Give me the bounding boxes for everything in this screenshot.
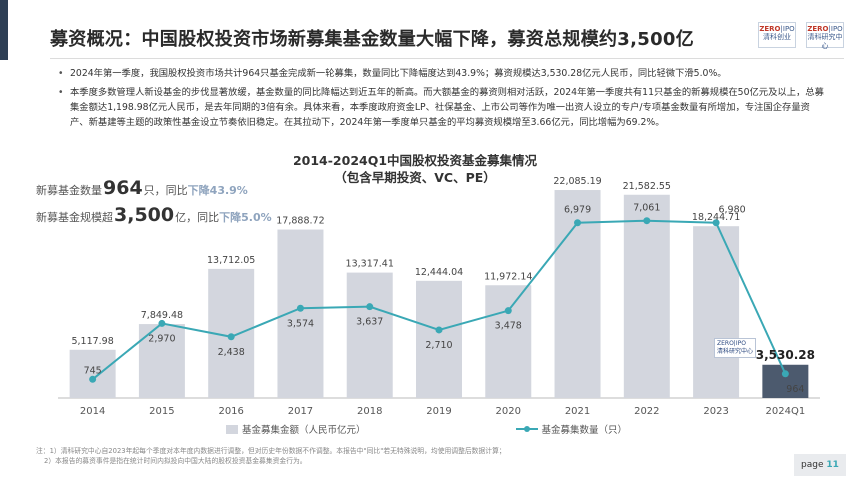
x-tick-2023: 2023	[703, 406, 728, 417]
page-title: 募资概况：中国股权投资市场新募集基金数量大幅下降，募资总规模约3,500亿	[50, 29, 695, 50]
count-point-2022	[643, 217, 651, 225]
count-label-2017: 3,574	[287, 318, 314, 329]
fund-count-value: 964	[103, 177, 143, 199]
count-point-2017	[296, 304, 304, 312]
header-accent-bar	[0, 0, 8, 60]
bar-label-2019: 12,444.04	[415, 267, 463, 278]
page-number: page 11	[794, 454, 846, 476]
footnotes: 注：1）清科研究中心自2023年起每个季度对本年度内数据进行调整，但对历史年份数…	[36, 446, 636, 466]
count-point-2015	[158, 319, 166, 327]
count-point-2024Q1	[781, 370, 789, 378]
chart-watermark: ZERO|IPO 清科研究中心	[714, 338, 757, 358]
research-center-logo: ZERO|IPO 清科研究中心	[806, 22, 844, 50]
count-label-2020: 3,478	[495, 321, 522, 332]
count-point-2016	[227, 333, 235, 341]
bar-label-2014: 5,117.98	[71, 336, 113, 347]
count-label-2023: 6,980	[718, 205, 745, 216]
bar-2017	[277, 229, 324, 398]
summary-bullets: 2024年第一季度，我国股权投资市场共计964只基金完成新一轮募集，数量同比下降…	[56, 66, 826, 134]
x-tick-2022: 2022	[634, 406, 659, 417]
bar-label-2015: 7,849.48	[141, 310, 183, 321]
bullet-2: 本季度多数管理人新设基金的步伐显著放缓，基金数量的同比降幅达到近五年的新高。而大…	[56, 85, 826, 130]
count-label-2018: 3,637	[356, 317, 383, 328]
bar-label-2018: 13,317.41	[346, 259, 394, 270]
x-tick-2020: 2020	[496, 406, 521, 417]
legend-bar-swatch	[226, 424, 238, 434]
fund-size-change: 下降5.0%	[219, 211, 272, 224]
bar-label-2020: 11,972.14	[484, 271, 532, 282]
fund-size-stat: 新募基金规模超3,500亿，同比下降5.0%	[36, 204, 272, 226]
x-tick-2018: 2018	[357, 406, 382, 417]
legend-line-label: 基金募集数量（只）	[541, 425, 628, 436]
count-point-2021	[574, 219, 582, 227]
x-tick-2014: 2014	[80, 406, 105, 417]
footnote-2: 2）本报告的募资事件是指在统计时间内拟投向中国大陆的股权投资基金募集资金行为。	[44, 457, 307, 465]
header-divider	[50, 58, 844, 59]
legend-bar-label: 基金募集金额（人民币亿元）	[242, 425, 366, 436]
chart-legend: 基金募集金额（人民币亿元） 基金募集数量（只）	[226, 422, 627, 436]
chart-subtitle: （包含早期投资、VC、PE）	[334, 170, 496, 185]
x-tick-2024Q1: 2024Q1	[766, 406, 806, 417]
count-point-2019	[435, 326, 443, 334]
logos: ZERO|IPO 清科创业 ZERO|IPO 清科研究中心	[758, 22, 844, 50]
legend-line-swatch	[515, 426, 538, 432]
fund-count-stat: 新募基金数量964只，同比下降43.9%	[36, 177, 248, 199]
x-tick-2015: 2015	[149, 406, 174, 417]
bullet-1: 2024年第一季度，我国股权投资市场共计964只基金完成新一轮募集，数量同比下降…	[56, 66, 826, 81]
bar-2023	[693, 226, 740, 398]
bar-label-2021: 22,085.19	[553, 176, 601, 187]
bar-2018	[346, 272, 393, 398]
count-label-2024Q1: 964	[786, 384, 804, 395]
footnote-1: 注：1）清科研究中心自2023年起每个季度对本年度内数据进行调整，但对历史年份数…	[36, 447, 506, 455]
bar-2014	[69, 349, 116, 398]
bar-2022	[623, 194, 670, 398]
count-point-2020	[504, 307, 512, 315]
bar-2019	[416, 280, 462, 398]
count-label-2019: 2,710	[425, 340, 452, 351]
fund-count-change: 下降43.9%	[187, 184, 248, 197]
count-label-2015: 2,970	[148, 333, 175, 344]
chart-title: 2014-2024Q1中国股权投资基金募集情况 （包含早期投资、VC、PE）	[285, 152, 545, 186]
bar-label-2024Q1: 3,530.28	[756, 348, 815, 362]
chart-title-main: 2014-2024Q1中国股权投资基金募集情况	[292, 153, 538, 168]
count-point-2018	[366, 303, 374, 311]
count-point-2014	[89, 375, 97, 383]
count-label-2014: 745	[84, 365, 102, 376]
count-label-2022: 7,061	[633, 203, 660, 214]
bar-label-2022: 21,582.55	[623, 181, 671, 192]
x-tick-2016: 2016	[218, 406, 243, 417]
zero2ipo-logo: ZERO|IPO 清科创业	[758, 22, 796, 48]
x-tick-2017: 2017	[288, 406, 313, 417]
fund-size-value: 3,500	[114, 204, 175, 226]
bar-2020	[485, 285, 532, 398]
count-label-2021: 6,979	[564, 205, 591, 216]
x-tick-2021: 2021	[565, 406, 590, 417]
count-label-2016: 2,438	[218, 347, 245, 358]
x-tick-2019: 2019	[426, 406, 451, 417]
bar-label-2023: 18,244.71	[692, 212, 740, 223]
count-point-2023	[712, 219, 720, 227]
bar-label-2016: 13,712.05	[207, 255, 255, 266]
bar-label-2017: 17,888.72	[276, 216, 324, 227]
